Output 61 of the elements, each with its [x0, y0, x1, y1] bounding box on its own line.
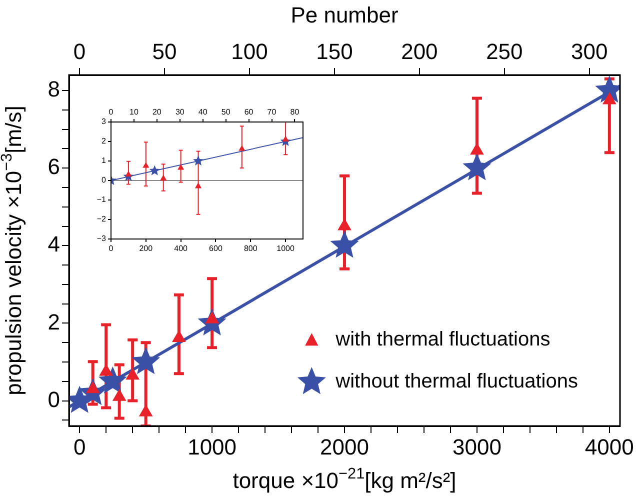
y-tick-label: −3 — [96, 234, 107, 244]
x2-tick-label: 300 — [571, 38, 608, 64]
y-tick-label: 6 — [48, 154, 60, 180]
y-tick-label: 4 — [48, 232, 60, 257]
legend-label: without thermal fluctuations — [334, 370, 578, 393]
x-tick-label: 1000 — [276, 244, 295, 254]
y-tick-label: 0 — [48, 386, 60, 412]
legend-label: with thermal fluctuations — [334, 328, 550, 351]
point — [160, 175, 166, 180]
x2-tick-label: 0 — [73, 38, 86, 64]
y-tick-label: 0 — [102, 176, 107, 185]
point — [462, 153, 492, 180]
y-axis-title: propulsion velocity ×10−3[m/s] — [0, 106, 26, 396]
y-tick-label: 3 — [102, 117, 107, 126]
y-tick-label: 2 — [48, 309, 60, 334]
y-tick-label: −1 — [96, 195, 107, 204]
x2-tick-label: 0 — [108, 107, 114, 116]
point — [178, 164, 184, 170]
point — [149, 165, 160, 176]
point — [139, 404, 152, 416]
x2-tick-label: 100 — [231, 38, 268, 64]
x-tick-label: 1000 — [188, 434, 237, 460]
x-tick-label: 3000 — [452, 434, 502, 460]
y-tick-label: 2 — [102, 136, 107, 146]
x-tick-label: 600 — [209, 244, 223, 254]
point — [100, 364, 113, 376]
point — [132, 347, 160, 374]
x2-axis-title: Pe number — [290, 2, 398, 28]
x-tick-label: 200 — [139, 244, 154, 254]
x2-tick-label: 50 — [221, 107, 231, 116]
x2-tick-label: 60 — [244, 107, 254, 116]
point — [126, 368, 140, 380]
point — [470, 143, 484, 155]
x2-tick-label: 20 — [152, 107, 162, 116]
point — [142, 162, 149, 168]
point — [172, 330, 186, 342]
x2-tick-label: 40 — [198, 107, 208, 116]
x-tick-label: 0 — [108, 244, 114, 254]
x2-tick-label: 250 — [486, 38, 523, 64]
x2-tick-label: 10 — [130, 107, 139, 116]
point — [112, 389, 126, 401]
point — [98, 366, 127, 394]
x-tick-label: 2000 — [320, 434, 369, 460]
point — [330, 230, 359, 258]
x2-tick-label: 70 — [267, 107, 277, 116]
x2-tick-label: 80 — [290, 107, 300, 116]
point — [602, 92, 616, 104]
y-tick-label: −2 — [96, 214, 107, 224]
x-tick-label: 0 — [73, 434, 86, 460]
x2-tick-label: 30 — [175, 107, 185, 116]
point — [195, 183, 202, 188]
x2-tick-label: 200 — [401, 38, 438, 64]
x-tick-label: 4000 — [584, 434, 634, 460]
point — [238, 146, 245, 151]
x2-tick-label: 50 — [152, 38, 177, 64]
x-tick-label: 400 — [174, 244, 188, 254]
x2-tick-label: 150 — [316, 38, 353, 64]
point — [193, 156, 204, 166]
y-tick-label: 8 — [48, 76, 60, 102]
x-tick-label: 800 — [244, 244, 258, 254]
y-tick-label: 1 — [102, 156, 107, 166]
